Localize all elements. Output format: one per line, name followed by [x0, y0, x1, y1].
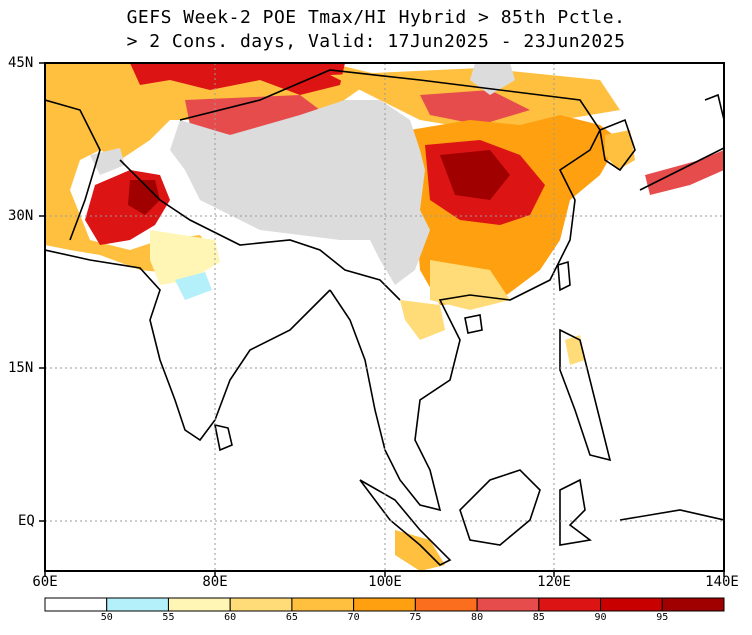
- prob-region-mongolia-red: [420, 90, 530, 125]
- colorbar-label: 75: [409, 612, 422, 623]
- lon-label-60e: 60E: [32, 574, 58, 590]
- colorbar-swatch: [600, 597, 663, 612]
- map-title-line-2: > 2 Cons. days, Valid: 17Jun2025 - 23Jun…: [126, 31, 626, 52]
- coast-sumatra: [359, 479, 452, 566]
- colorbar-label: 95: [656, 612, 669, 623]
- colorbar-swatch: [476, 597, 540, 612]
- prob-region-china-darkred: [440, 150, 510, 200]
- lon-label-100e: 100E: [368, 574, 402, 590]
- colorbar-swatch: [106, 597, 169, 612]
- lon-label-120e: 120E: [537, 574, 571, 590]
- colorbar-label: 60: [224, 612, 237, 623]
- lat-label-eq: EQ: [18, 513, 35, 529]
- border-west: [45, 99, 101, 241]
- axis-ticks: [39, 62, 725, 577]
- masked-tibetan-plateau: [170, 100, 430, 285]
- prob-region-indochina: [400, 300, 445, 340]
- coastlines: [45, 69, 724, 566]
- border-china: [179, 69, 601, 131]
- colorbar-swatch: [229, 597, 293, 612]
- prob-region-japan: [645, 150, 724, 195]
- coast-indochina: [329, 129, 601, 512]
- colorbar-swatch: [414, 597, 478, 612]
- colorbar-label: 85: [532, 612, 545, 623]
- coast-japan: [639, 93, 724, 191]
- coast-hainan: [464, 314, 483, 334]
- border-south-asia: [119, 159, 401, 301]
- coast-philippines: [559, 328, 612, 462]
- prob-region-central-asia: [45, 63, 380, 275]
- coast-borneo: [459, 469, 541, 546]
- prob-region-pakistan-inner: [128, 180, 160, 215]
- lat-label-15n: 15N: [8, 360, 34, 376]
- coast-taiwan: [557, 260, 571, 292]
- colorbar-swatch: [538, 597, 602, 612]
- colorbar-label: 90: [594, 612, 607, 623]
- coast-sulawesi: [559, 478, 592, 546]
- colorbar-label: 55: [162, 612, 175, 623]
- colorbar-swatch: [44, 597, 108, 612]
- coast-india: [45, 249, 331, 442]
- colorbar-swatch: [167, 597, 231, 612]
- colorbar-swatch: [353, 597, 416, 612]
- coast-sri-lanka: [213, 423, 233, 452]
- colorbar-swatch: [661, 597, 725, 612]
- lat-label-45n: 45N: [8, 55, 34, 71]
- colorbar-swatch: [291, 597, 355, 612]
- colorbar-label: 65: [285, 612, 298, 623]
- colorbar: [44, 597, 725, 612]
- colorbar-label: 70: [347, 612, 360, 623]
- coast-new-guinea: [619, 509, 724, 521]
- prob-region-light-west-2: [175, 272, 212, 300]
- colorbar-label: 50: [100, 612, 113, 623]
- prob-region-light-west: [150, 230, 220, 285]
- lat-label-30n: 30N: [8, 208, 34, 224]
- prob-region-sumatra: [395, 530, 445, 571]
- map-title-line-1: GEFS Week-2 POE Tmax/HI Hybrid > 85th Pc…: [126, 7, 626, 28]
- colorbar-label: 80: [471, 612, 484, 623]
- map-field: [45, 63, 724, 571]
- lon-label-140e: 140E: [705, 574, 739, 590]
- lon-label-80e: 80E: [202, 574, 228, 590]
- graticule: [45, 63, 724, 571]
- coast-korea: [599, 118, 636, 172]
